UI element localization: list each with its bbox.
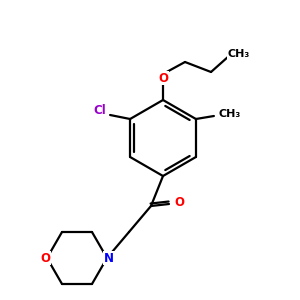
Text: Cl: Cl — [94, 104, 106, 118]
Text: O: O — [174, 196, 184, 208]
Text: CH₃: CH₃ — [219, 109, 241, 119]
Text: CH₃: CH₃ — [228, 49, 250, 59]
Text: O: O — [40, 251, 50, 265]
Text: N: N — [104, 251, 114, 265]
Text: O: O — [158, 71, 168, 85]
